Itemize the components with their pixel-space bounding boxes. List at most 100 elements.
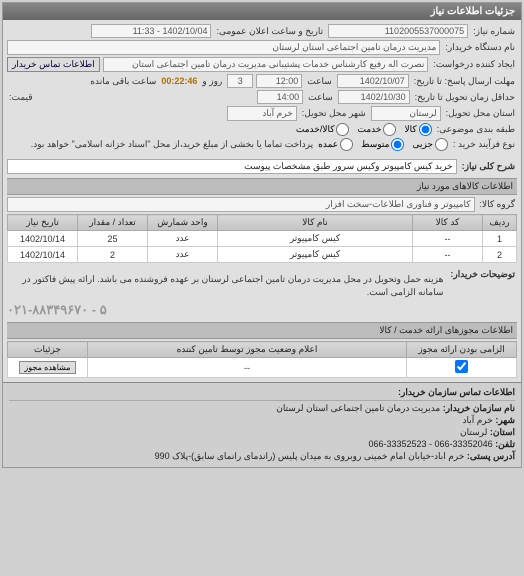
lic-col-required: الزامی بودن ارائه مجوز	[407, 342, 517, 358]
lbl-payment-proc: نوع فرآیند خرید :	[451, 139, 517, 150]
pay-radio-high-input[interactable]	[340, 138, 353, 151]
lbl-delivery-prov: استان محل تحویل:	[444, 108, 517, 119]
ft-lbl-org: نام سازمان خریدار:	[443, 403, 515, 413]
pkg-radio-kala-input[interactable]	[419, 123, 432, 136]
pkg-radio-khadmat[interactable]: خدمت	[357, 123, 396, 136]
col-unit: واحد شمارش	[148, 215, 218, 231]
lbl-requester: ایجاد کننده درخواست:	[431, 59, 517, 70]
table-cell: کیس کامپیوتر	[218, 231, 413, 247]
buyer-contact-button[interactable]: اطلاعات تماس خریدار	[7, 57, 100, 72]
fld-requester: نصرت اله رفیع کارشناس خدمات پشتیبانی مدی…	[103, 57, 429, 72]
lic-col-details: جزئیات	[8, 342, 88, 358]
fld-buyer-dev: مدیریت درمان تامین اجتماعی استان لرستان	[7, 40, 440, 55]
pay-radio-med-input[interactable]	[391, 138, 404, 151]
lic-required-checkbox[interactable]	[455, 360, 468, 373]
lbl-remaining: ساعت باقی مانده	[88, 76, 158, 87]
goods-table: ردیف کد کالا نام کالا واحد شمارش تعداد /…	[7, 214, 517, 263]
table-cell: عدد	[148, 231, 218, 247]
lbl-delivery-city: شهر محل تحویل:	[300, 108, 368, 119]
footer-tel-row: تلفن: 33352046-066 - 33352523-066	[9, 439, 515, 450]
panel-title: جزئیات اطلاعات نیاز	[3, 3, 521, 20]
footer-org-row: نام سازمان خریدار: مدیریت درمان تامین اج…	[9, 403, 515, 414]
section-goods-title: اطلاعات کالاهای مورد نیاز	[7, 178, 517, 195]
pkg-radio-kala-lbl: کالا	[404, 124, 416, 135]
fld-delivery-prov: لرستان	[371, 106, 441, 121]
table-cell: --	[413, 247, 483, 263]
lbl-price: قیمت:	[7, 92, 35, 103]
ft-lbl-city: شهر:	[495, 415, 515, 425]
pay-radio-med-lbl: متوسط	[361, 139, 389, 150]
pay-radio-high[interactable]: عمده	[318, 138, 353, 151]
table-cell: 2	[78, 247, 148, 263]
ft-lbl-tel: تلفن:	[495, 439, 515, 449]
license-header-row: الزامی بودن ارائه مجوز اعلام وضعیت مجوز …	[8, 342, 517, 358]
table-cell: 1402/10/14	[8, 231, 78, 247]
lic-required-cell	[407, 358, 517, 378]
table-cell: 2	[483, 247, 517, 263]
footer-title: اطلاعات تماس سازمان خریدار:	[9, 387, 515, 401]
fld-goods-group: کامپیوتر و فناوری اطلاعات-سخت افزار	[7, 197, 475, 212]
pkg-radio-khadmat-input[interactable]	[383, 123, 396, 136]
row-reply-deadline: مهلت ارسال پاسخ: تا تاریخ: 1402/10/07 سا…	[7, 74, 517, 88]
row-need-desc: شرح کلی نیاز: خرید کیس کامپیوتر وکیس سرو…	[7, 159, 517, 174]
pkg-radio-both-input[interactable]	[336, 123, 349, 136]
footer-addr-row: آدرس پستی: خرم اباد-خیابان امام خمینی رو…	[9, 451, 515, 462]
goods-header-row: ردیف کد کالا نام کالا واحد شمارش تعداد /…	[8, 215, 517, 231]
row-delivery-deadline: حداقل زمان تحویل تا تاریخ: 1402/10/30 سا…	[7, 90, 517, 104]
countdown: 00:22:46	[161, 76, 197, 86]
buyer-notes-text: هزینه حمل وتحویل در محل مدیریت درمان تام…	[7, 269, 445, 302]
panel-body: شماره نیاز: 1102005537000075 تاریخ و ساع…	[3, 20, 521, 382]
pay-radio-high-lbl: عمده	[318, 139, 338, 150]
pay-radio-low-lbl: جزیی	[412, 139, 433, 150]
ft-city: خرم آباد	[462, 415, 492, 425]
pkg-radio-both[interactable]: کالا/خدمت	[296, 123, 350, 136]
col-row: ردیف	[483, 215, 517, 231]
fld-reply-time: 12:00	[256, 74, 302, 88]
row-pkg-class: طبقه بندی موضوعی: کالا خدمت کالا/خدمت	[7, 123, 517, 136]
payment-radio-group: جزیی متوسط عمده	[318, 138, 448, 151]
table-cell: --	[413, 231, 483, 247]
fld-delivery-time: 14:00	[257, 90, 303, 104]
row-delivery-loc: استان محل تحویل: لرستان شهر محل تحویل: خ…	[7, 106, 517, 121]
license-row: -- مشاهده مجوز	[8, 358, 517, 378]
pay-radio-low-input[interactable]	[435, 138, 448, 151]
table-cell: کیس کامپیوتر	[218, 247, 413, 263]
col-code: کد کالا	[413, 215, 483, 231]
table-cell: عدد	[148, 247, 218, 263]
lbl-buyer-notes: توضیحات خریدار:	[448, 269, 517, 280]
ft-lbl-addr: آدرس پستی:	[467, 451, 515, 461]
col-qty: تعداد / مقدار	[78, 215, 148, 231]
fld-reply-days: 3	[227, 74, 253, 88]
lbl-pkg-class: طبقه بندی موضوعی:	[435, 124, 517, 135]
fld-delivery-city: خرم آباد	[227, 106, 297, 121]
fld-reply-date: 1402/10/07	[337, 74, 409, 88]
lbl-need-desc: شرح کلی نیاز:	[460, 161, 517, 172]
pay-radio-med[interactable]: متوسط	[361, 138, 404, 151]
col-name: نام کالا	[218, 215, 413, 231]
view-license-button[interactable]: مشاهده مجوز	[19, 361, 75, 374]
row-requester: ایجاد کننده درخواست: نصرت اله رفیع کارشن…	[7, 57, 517, 72]
fld-announce-dt: 1402/10/04 - 11:33	[91, 24, 211, 38]
footer-prov-row: استان: لرستان	[9, 427, 515, 438]
row-payment-proc: نوع فرآیند خرید : جزیی متوسط عمده پرداخت…	[7, 138, 517, 151]
license-table: الزامی بودن ارائه مجوز اعلام وضعیت مجوز …	[7, 341, 517, 378]
table-cell: 1	[483, 231, 517, 247]
table-cell: 1402/10/14	[8, 247, 78, 263]
row-buyer-dev: نام دستگاه خریدار: مدیریت درمان تامین اج…	[7, 40, 517, 55]
buyer-notes-phone: ۰۲۱-۸۸۳۴۹۶۷۰ - ۵	[7, 302, 445, 318]
fld-req-no: 1102005537000075	[328, 24, 468, 38]
need-details-panel: جزئیات اطلاعات نیاز شماره نیاز: 11020055…	[2, 2, 522, 468]
lbl-buyer-dev: نام دستگاه خریدار:	[443, 42, 517, 53]
table-cell: 25	[78, 231, 148, 247]
section-license-title: اطلاعات مجوزهای ارائه خدمت / کالا	[7, 322, 517, 339]
pkg-radio-group: کالا خدمت کالا/خدمت	[296, 123, 432, 136]
buyer-notes-wrap: هزینه حمل وتحویل در محل مدیریت درمان تام…	[7, 269, 445, 318]
footer-city-row: شهر: خرم آباد	[9, 415, 515, 426]
pay-radio-low[interactable]: جزیی	[412, 138, 448, 151]
ft-lbl-prov: استان:	[490, 427, 515, 437]
lbl-r: روز و	[200, 76, 224, 87]
payment-note: پرداخت تماما یا بخشی از مبلغ خرید،از محل…	[7, 139, 315, 150]
pkg-radio-kala[interactable]: کالا	[404, 123, 431, 136]
lic-details-cell: مشاهده مجوز	[8, 358, 88, 378]
row-goods-group: گروه کالا: کامپیوتر و فناوری اطلاعات-سخت…	[7, 197, 517, 212]
